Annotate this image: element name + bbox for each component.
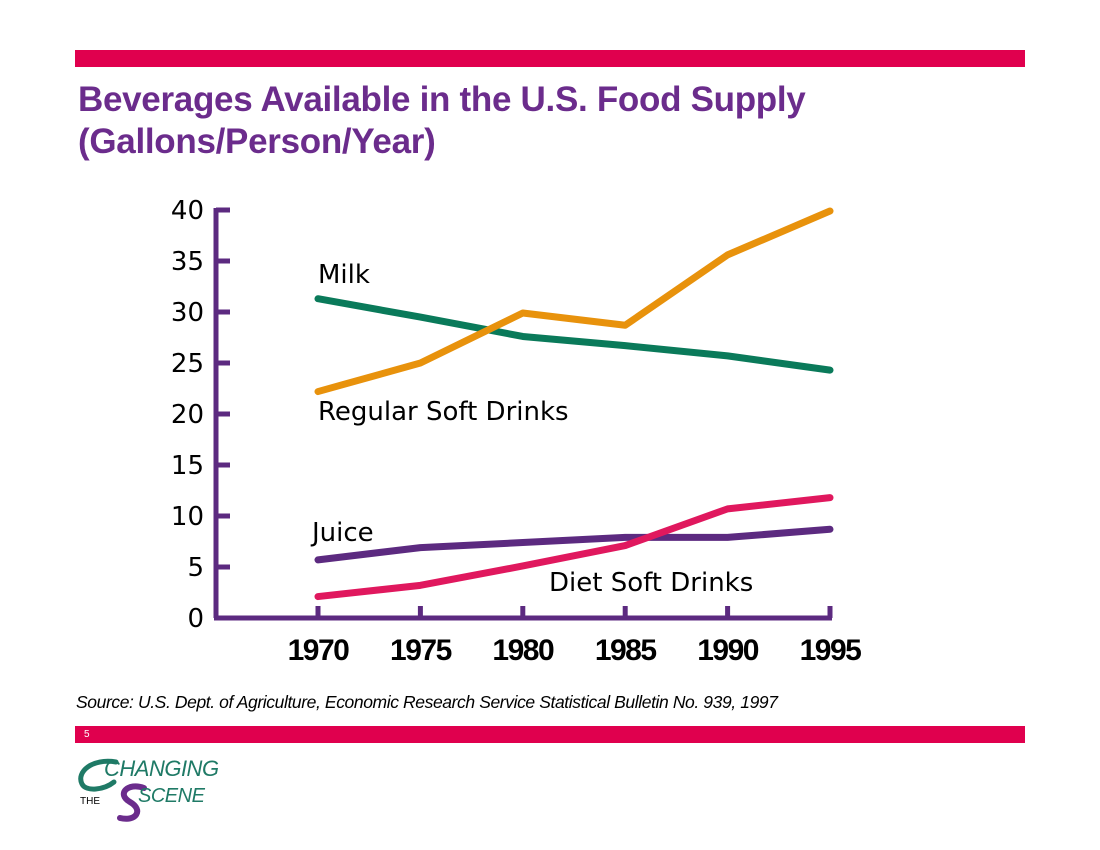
x-tick-label: 1970 bbox=[288, 634, 350, 667]
series-line-diet-soft-drinks bbox=[314, 494, 834, 601]
chart-axes: 0 5 10 15 20 25 30 35 40 1970 1975 1980 1985 1990 1995 bbox=[171, 196, 863, 667]
y-tick-label: 20 bbox=[171, 400, 204, 430]
x-tick-label: 1995 bbox=[800, 634, 862, 667]
series-line-regular-soft-drinks bbox=[314, 207, 834, 396]
series-label-diet-soft-drinks: Diet Soft Drinks bbox=[549, 568, 753, 598]
chart-series bbox=[314, 207, 834, 601]
top-accent-bar bbox=[75, 50, 1025, 67]
changing-the-scene-logo: CHANGING THE SCENE bbox=[78, 756, 219, 822]
series-label-juice: Juice bbox=[310, 518, 374, 548]
chart-labels: Milk Regular Soft Drinks Juice Diet Soft Dr… bbox=[310, 260, 753, 598]
slide-title: Beverages Available in the U.S. Food Sup… bbox=[78, 80, 806, 119]
x-tick-label: 1985 bbox=[595, 634, 657, 667]
page-number: 5 bbox=[84, 729, 90, 740]
y-tick-label: 0 bbox=[187, 604, 204, 634]
series-label-milk: Milk bbox=[318, 260, 370, 290]
x-tick-label: 1975 bbox=[390, 634, 452, 667]
y-tick-label: 5 bbox=[187, 553, 204, 583]
y-tick-label: 10 bbox=[171, 502, 204, 532]
bottom-accent-bar bbox=[75, 726, 1025, 743]
series-line-milk bbox=[314, 295, 834, 374]
logo-word-scene: SCENE bbox=[138, 785, 206, 807]
logo-word-changing: CHANGING bbox=[104, 756, 219, 781]
y-tick-label: 25 bbox=[171, 349, 204, 379]
x-tick-label: 1980 bbox=[492, 634, 554, 667]
logo-word-the: THE bbox=[80, 796, 100, 807]
series-label-regular-soft-drinks: Regular Soft Drinks bbox=[318, 397, 569, 427]
y-tick-label: 15 bbox=[171, 451, 204, 481]
slide-subtitle: (Gallons/Person/Year) bbox=[78, 122, 436, 161]
logo-swoosh bbox=[78, 758, 147, 822]
x-tick-label: 1990 bbox=[697, 634, 759, 667]
y-tick-label: 35 bbox=[171, 247, 204, 277]
y-tick-label: 40 bbox=[171, 196, 204, 226]
series-line-juice bbox=[314, 525, 834, 564]
source-note: Source: U.S. Dept. of Agriculture, Econo… bbox=[76, 692, 778, 712]
line-chart: 0 5 10 15 20 25 30 35 40 1970 1975 1980 1985 1990 1995… bbox=[171, 196, 863, 667]
y-tick-label: 30 bbox=[171, 298, 204, 328]
